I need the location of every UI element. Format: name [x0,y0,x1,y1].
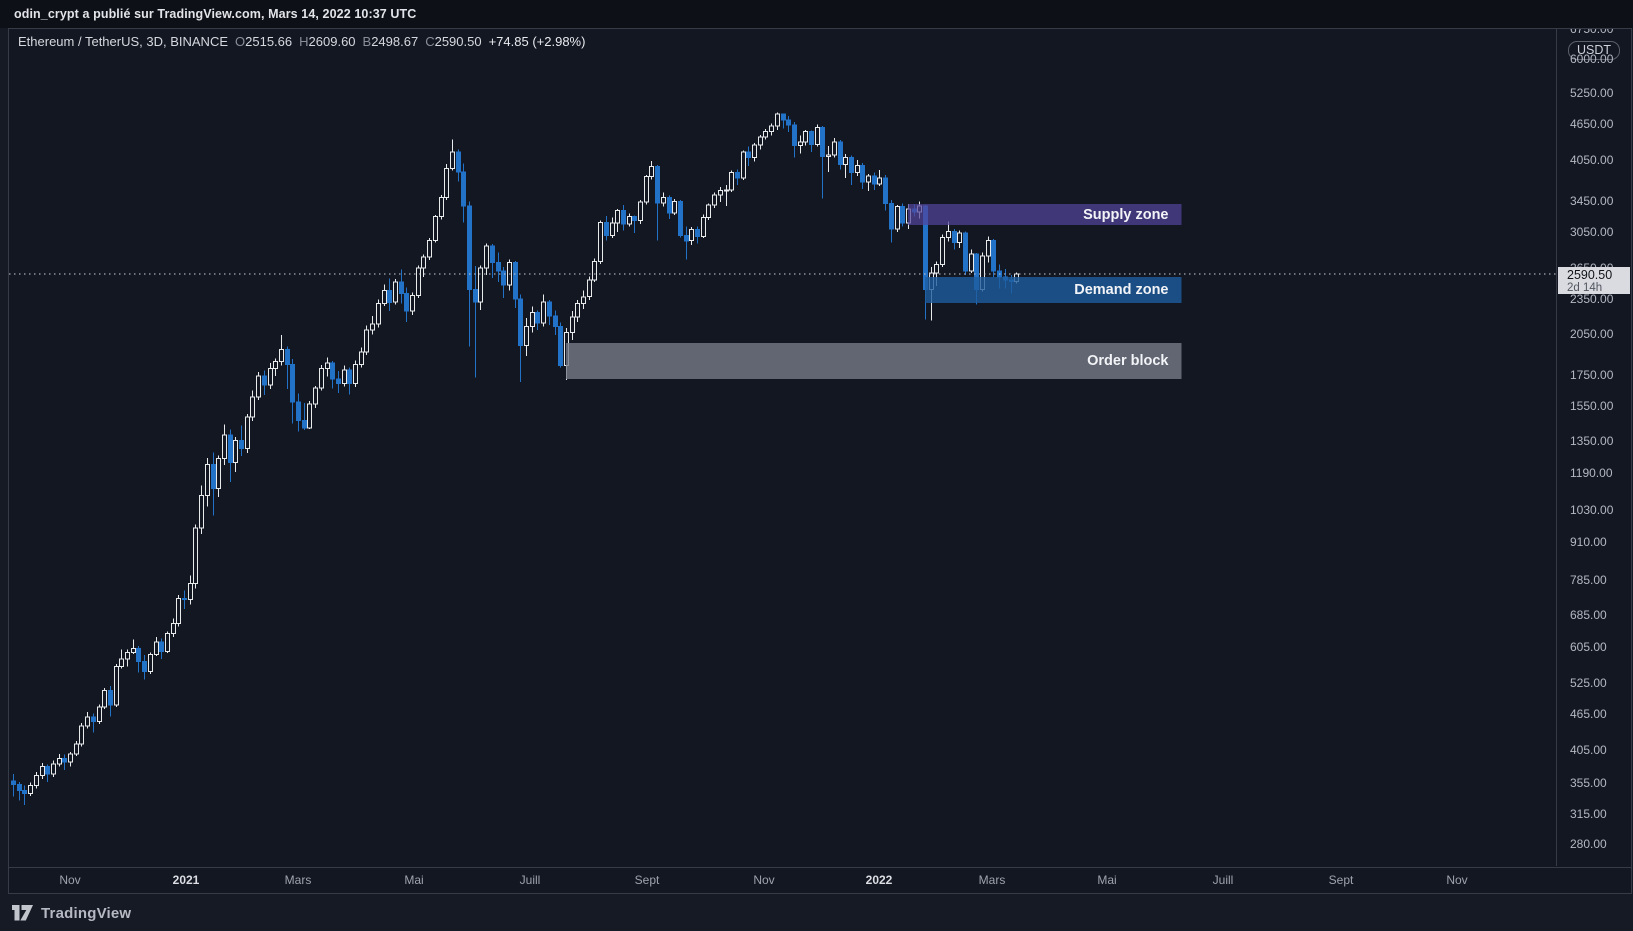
price-tick: 3050.00 [1570,225,1614,239]
legend-open: O2515.66 [235,34,293,49]
price-tick: 910.00 [1570,535,1607,549]
price-tick: 3450.00 [1570,194,1614,208]
price-tick: 1350.00 [1570,434,1614,448]
price-tick: 315.00 [1570,807,1607,821]
time-tick: Nov [1446,873,1468,887]
chart-legend: Ethereum / TetherUS, 3D, BINANCE O2515.6… [18,34,585,49]
order-block-label: Order block [1087,353,1169,369]
legend-high: H2609.60 [299,34,356,49]
price-tick: 355.00 [1570,776,1607,790]
legend-low: B2498.67 [362,34,419,49]
price-tick: 1030.00 [1570,503,1614,517]
time-tick: Juill [519,873,541,887]
time-tick: Mars [284,873,312,887]
time-tick: Mai [404,873,424,887]
legend-change: +74.85 (+2.98%) [488,34,586,49]
time-tick: 2022 [865,873,893,887]
tradingview-logo-icon[interactable] [12,905,33,921]
supply-zone-label: Supply zone [1083,207,1169,223]
price-tick: 4650.00 [1570,117,1614,131]
publish-bar: odin_crypt a publié sur TradingView.com,… [0,0,1633,28]
bar-countdown: 2d 14h [1567,282,1603,294]
time-tick: Sept [1328,873,1354,887]
price-tick: 4050.00 [1570,153,1614,167]
time-tick: Nov [59,873,81,887]
price-tick: 1550.00 [1570,399,1614,413]
time-axis[interactable]: Nov 2021 Mars Mai Juill Sept Nov 2022 Mars Mai Jui… [9,867,1631,893]
price-axis[interactable]: USDT 6750.00 6000.00 5250.00 4650.00 4050.00… [1558,29,1632,866]
footer-bar: TradingView [8,898,1632,928]
chart-widget: Ethereum / TetherUS, 3D, BINANCE O2515.6… [8,28,1632,894]
price-tick: 685.00 [1570,608,1607,622]
symbol-title[interactable]: Ethereum / TetherUS, 3D, BINANCE [18,34,229,49]
price-tick: 785.00 [1570,573,1607,587]
chart-pane[interactable]: Ethereum / TetherUS, 3D, BINANCE O2515.6… [9,29,1557,866]
price-tick: 525.00 [1570,676,1607,690]
publish-text: odin_crypt a publié sur TradingView.com,… [14,7,417,21]
price-tick: 1750.00 [1570,368,1614,382]
price-tick: 605.00 [1570,640,1607,654]
currency-badge[interactable]: USDT [1568,41,1621,60]
price-tick: 5250.00 [1570,86,1614,100]
time-tick: Juill [1212,873,1234,887]
last-price-value: 2590.50 [1567,268,1613,282]
time-tick: Sept [634,873,660,887]
price-tick: 1190.00 [1570,466,1613,480]
price-tick: 6750.00 [1570,29,1614,36]
demand-zone-label: Demand zone [1074,282,1169,298]
price-tick: 6000.00 [1570,52,1614,66]
tradingview-brand[interactable]: TradingView [41,904,132,922]
price-tick: 2050.00 [1570,327,1614,341]
price-tick: 2350.00 [1570,292,1614,306]
last-price-label: 2590.50 2d 14h [1558,267,1630,294]
time-tick: Mai [1097,873,1117,887]
price-tick: 465.00 [1570,707,1607,721]
price-tick: 405.00 [1570,743,1607,757]
legend-close: C2590.50 [425,34,482,49]
candlestick-chart [9,112,1556,806]
time-tick: Mars [978,873,1006,887]
time-tick: Nov [753,873,775,887]
price-tick: 280.00 [1570,837,1607,851]
time-tick: 2021 [172,873,200,887]
